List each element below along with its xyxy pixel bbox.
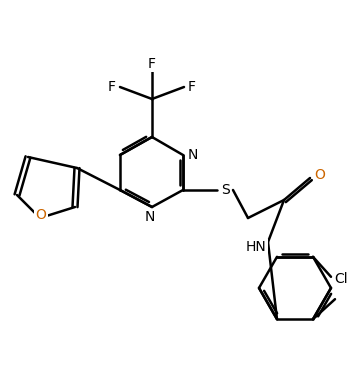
Text: S: S — [221, 183, 229, 197]
Text: O: O — [315, 168, 326, 182]
Text: F: F — [148, 57, 156, 71]
Text: F: F — [108, 80, 116, 94]
Text: F: F — [188, 80, 196, 94]
Text: Cl: Cl — [334, 272, 348, 286]
Text: N: N — [145, 210, 155, 224]
Text: HN: HN — [246, 240, 266, 254]
Text: N: N — [188, 148, 198, 162]
Text: O: O — [36, 208, 46, 222]
